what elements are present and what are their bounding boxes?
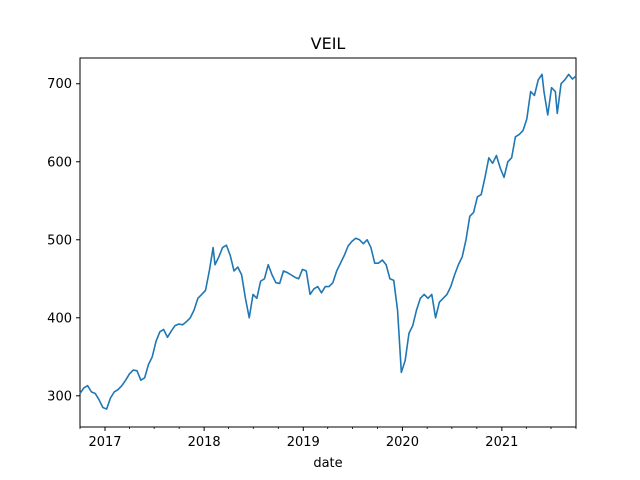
- x-tick-label: 2018: [188, 435, 221, 450]
- y-tick-label: 400: [47, 311, 72, 326]
- plot-frame: [79, 57, 577, 428]
- y-tick-label: 600: [47, 155, 72, 170]
- y-tick-label: 300: [47, 389, 72, 404]
- y-axis: 300 400 500 600 700: [47, 77, 80, 404]
- x-tick-label: 2020: [386, 435, 419, 450]
- y-tick-label: 700: [47, 77, 72, 92]
- plot-area: [79, 57, 577, 428]
- x-axis-label: date: [313, 456, 342, 471]
- y-tick-label: 500: [47, 233, 72, 248]
- x-axis: 2017 2018 2019 2020 2021: [79, 427, 577, 450]
- series-layer: [79, 73, 577, 410]
- x-tick-label: 2019: [287, 435, 320, 450]
- series-line-0: [79, 73, 577, 410]
- chart-title: VEIL: [311, 34, 346, 53]
- x-tick-label: 2021: [485, 435, 518, 450]
- x-tick-label: 2017: [88, 435, 121, 450]
